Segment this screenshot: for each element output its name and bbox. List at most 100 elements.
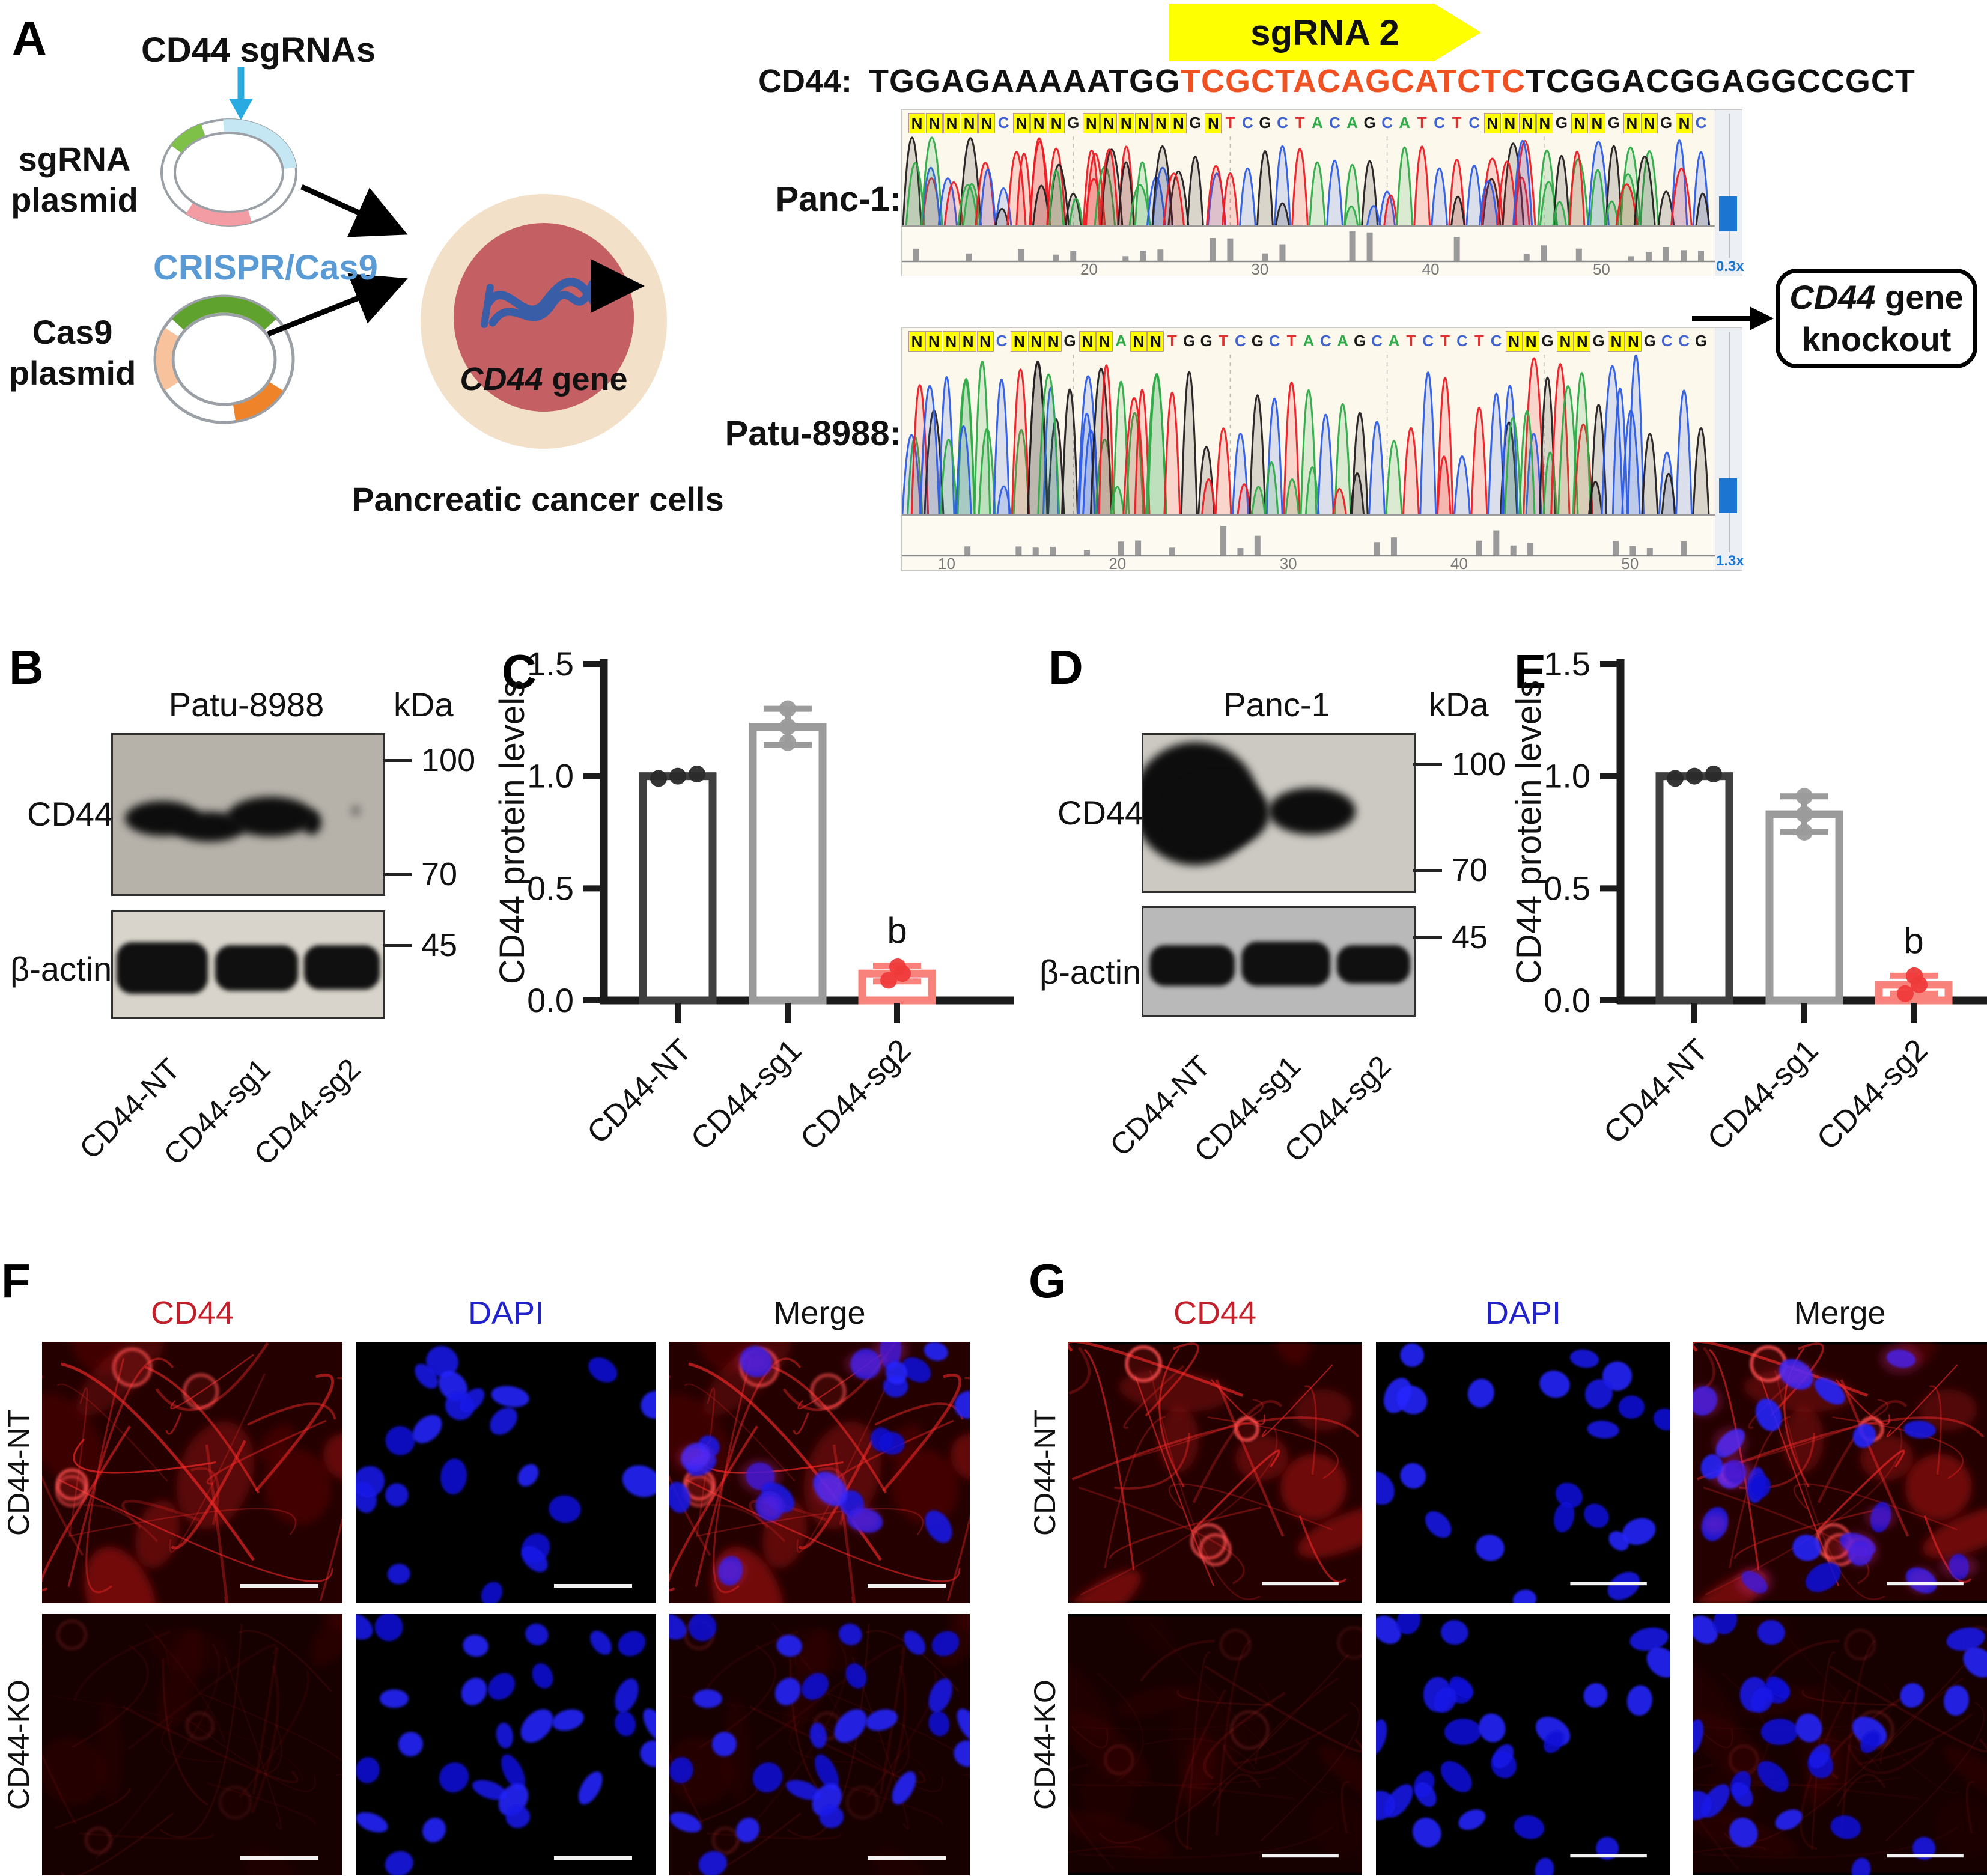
base-call: N: [960, 331, 977, 352]
down-arrow-icon: [229, 67, 253, 120]
marker-70-d: 70: [1413, 852, 1488, 888]
scale-bar: [1570, 1854, 1647, 1858]
crispr-cas9-label: CRISPR/Cas9: [153, 248, 378, 287]
trace-label-panc1: Panc-1:: [775, 180, 901, 219]
micrograph-f-nt-dapi: [356, 1342, 656, 1603]
scale-bar: [1570, 1582, 1647, 1586]
knockout-box: CD44 gene knockout: [1776, 269, 1977, 368]
base-call: A: [1303, 332, 1315, 350]
base-call: N: [925, 331, 943, 352]
base-call: N: [1625, 331, 1642, 352]
base-call: A: [1312, 114, 1323, 132]
base-call: N: [978, 113, 996, 133]
micrograph-f-ko-merge: [669, 1614, 970, 1875]
base-call: N: [1147, 331, 1164, 352]
blot-title-b: Patu-8988: [168, 686, 324, 723]
base-call: A: [1399, 114, 1410, 132]
kda-label-d: kDa: [1429, 686, 1489, 723]
panel-label-e: E: [1514, 645, 1547, 698]
base-call: T: [1219, 332, 1228, 350]
base-call: C: [1235, 332, 1246, 350]
blot-title-d: Panc-1: [1223, 686, 1330, 723]
cas9-plasmid-icon: [153, 294, 295, 424]
base-call: N: [1048, 113, 1065, 133]
micrograph-g-ko-cd44: [1068, 1614, 1362, 1875]
base-call: T: [1406, 332, 1416, 350]
scale-bar: [868, 1584, 946, 1588]
base-call: C: [1329, 114, 1340, 132]
base-call: N: [1640, 113, 1658, 133]
base-call: G: [1354, 332, 1366, 350]
marker-45-d: 45: [1413, 919, 1488, 955]
knockout-gene-rest: gene: [1875, 278, 1964, 316]
scale-bar: [240, 1584, 318, 1588]
arrow-sgrna-to-cell: [300, 184, 408, 237]
base-call: G: [1694, 332, 1708, 350]
base-call: C: [997, 114, 1009, 132]
base-call: C: [1490, 332, 1502, 350]
marker-70-b: 70: [383, 856, 457, 892]
base-call: N: [1536, 113, 1553, 133]
scrollbar-track: [1729, 114, 1730, 258]
micrograph-f-nt-merge: [669, 1342, 970, 1603]
scale-bar: [868, 1856, 946, 1860]
crispr-schematic-graphics: [153, 67, 667, 449]
trace-scrollbar[interactable]: 1.3x: [1715, 327, 1744, 571]
base-call: C: [1381, 114, 1393, 132]
base-call: N: [1501, 113, 1518, 133]
base-call: A: [1388, 332, 1400, 350]
base-call: N: [1608, 331, 1625, 352]
base-call: N: [1518, 113, 1536, 133]
sequence-label: CD44:: [758, 63, 853, 99]
cell-gene-label: CD44 gene: [442, 361, 646, 398]
scale-bar: [1262, 1854, 1339, 1858]
cd44-sequence: CD44: TGGAGAAAAATGG TCGCTACAGCATCTC TCGG…: [758, 62, 1915, 100]
svg-text:20: 20: [1109, 555, 1126, 571]
base-call: N: [1571, 113, 1588, 133]
svg-text:CD44 protein levels: CD44 protein levels: [1509, 680, 1548, 984]
knockout-line1: CD44 gene: [1789, 276, 1963, 318]
svg-text:CD44-sg2: CD44-sg2: [1810, 1032, 1935, 1157]
scrollbar-handle[interactable]: [1719, 196, 1737, 231]
arrow-cas9-to-cell: [267, 273, 408, 337]
sequence-right: TCGGACGGAGGCCGCT: [1525, 63, 1915, 99]
base-call: G: [1183, 332, 1196, 350]
base-call: T: [1417, 114, 1427, 132]
row-label-ko-f: CD44-KO: [2, 1680, 35, 1810]
sgrna2-banner-text: sgRNA 2: [1250, 12, 1399, 53]
sgrna-plasmid-icon: [160, 118, 297, 227]
zoom-level-label: 1.3x: [1716, 553, 1744, 569]
header-cd44-g: CD44: [1173, 1295, 1257, 1331]
base-call: N: [1100, 113, 1118, 133]
panel-label-b: B: [9, 641, 44, 694]
trace-quality-axis: 20 30 40 50: [902, 227, 1715, 276]
lane-labels-d: CD44-NT CD44-sg1 CD44-sg2: [1103, 1043, 1412, 1199]
pancreatic-cell-icon: [421, 194, 667, 449]
svg-text:40: 40: [1422, 260, 1440, 276]
protein-label-cd44-b: CD44: [27, 795, 114, 833]
base-call: T: [1167, 332, 1177, 350]
header-merge-g: Merge: [1794, 1295, 1886, 1331]
svg-text:40: 40: [1450, 555, 1468, 571]
svg-text:1.5: 1.5: [527, 645, 574, 683]
base-call: T: [1286, 332, 1297, 350]
base-call: G: [1063, 332, 1076, 350]
marker-45-b: 45: [383, 927, 457, 963]
marker-100-b: 100: [383, 742, 475, 778]
kda-label-b: kDa: [394, 686, 454, 723]
header-dapi-g: DAPI: [1485, 1295, 1562, 1331]
trace-scrollbar[interactable]: 0.3x: [1715, 109, 1744, 276]
base-call: G: [1200, 332, 1213, 350]
sgrna2-banner: sgRNA 2: [1169, 4, 1481, 61]
panel-label-g: G: [1029, 1254, 1067, 1308]
base-call: N: [1130, 331, 1148, 352]
scrollbar-handle[interactable]: [1719, 478, 1737, 513]
knockout-gene-italic: CD44: [1789, 278, 1876, 316]
protein-label-bactin-d: β-actin: [1039, 953, 1142, 991]
base-call: C: [1320, 332, 1331, 350]
svg-text:CD44-sg1: CD44-sg1: [684, 1032, 809, 1157]
cas9-plasmid-label-line2: plasmid: [8, 354, 136, 392]
cell-caption: Pancreatic cancer cells: [351, 480, 724, 518]
panel-d: D Panc-1 kDa CD44 β-actin 100 70 45 CD44…: [1021, 625, 1506, 1226]
